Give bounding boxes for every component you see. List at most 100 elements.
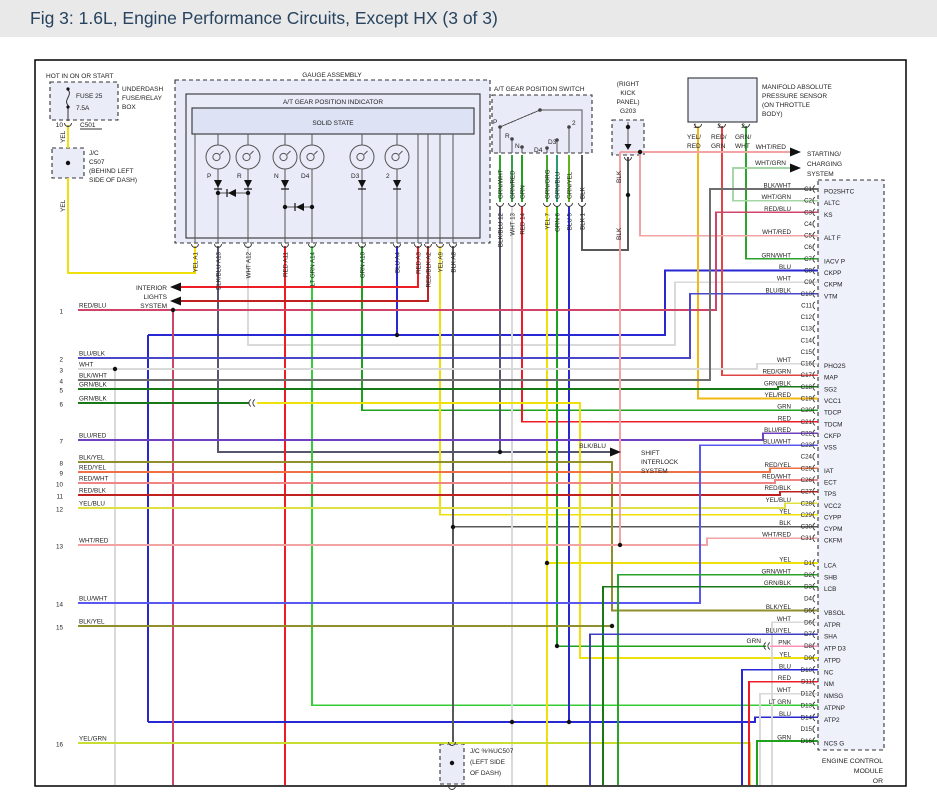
- left-wire-number: 6: [59, 402, 63, 409]
- label: 7.5A: [76, 105, 90, 112]
- junction-dot: [170, 307, 176, 313]
- label: J/C %%UC507: [470, 748, 514, 755]
- lamp-filament-icon: [286, 150, 291, 155]
- ecm-signal-label: ATPR: [824, 622, 841, 629]
- wire-w16-yelgrn: [78, 742, 751, 785]
- ecm-pin-label: C20: [801, 407, 813, 414]
- map-sensor-box: [687, 77, 758, 123]
- ecm-signal-label: ATP D3: [824, 646, 846, 653]
- connector-hook: [812, 654, 816, 662]
- label: GRN/: [735, 134, 751, 141]
- junction-dot: [625, 124, 631, 130]
- connector-hook: [358, 243, 366, 248]
- junction-dot: [544, 560, 550, 566]
- connector-hook: [694, 123, 702, 128]
- junction-dot: [617, 542, 623, 548]
- ecm-wire-label: RED: [778, 675, 792, 682]
- junction-dot: [520, 145, 524, 149]
- left-wire-label: RED/BLU: [79, 303, 107, 310]
- label: J/C: [89, 150, 99, 157]
- ecm-wire-label: RED/YEL: [765, 462, 792, 469]
- ecm-pin-label: D14: [801, 714, 813, 721]
- label: BOX: [122, 104, 136, 111]
- label: SHIFT: [641, 450, 660, 457]
- ecm-signal-label: LCB: [824, 586, 836, 593]
- label: (RIGHT: [617, 81, 639, 88]
- connector-hook: [812, 522, 816, 531]
- ecm-wire-label: RED/BLK: [765, 485, 792, 492]
- ecm-wire-label: WHT: [777, 687, 791, 694]
- junction-dot: [609, 623, 615, 629]
- left-wire-number: 1: [59, 309, 63, 316]
- connector-hook: [763, 642, 767, 650]
- ecm-signal-label: VCC2: [824, 503, 841, 510]
- ecm-wire-label: RED/BLU: [764, 206, 791, 213]
- switch-pin-label: BLK/BLU 12: [498, 212, 505, 247]
- label: 1: [693, 123, 697, 130]
- connector-hook: [624, 156, 632, 161]
- lamp-icon: [299, 144, 325, 170]
- switch-wire-label: GRN/BLU: [555, 171, 562, 199]
- label: BODY): [762, 111, 783, 118]
- junction-dot: [510, 137, 514, 141]
- connector-hook: [812, 559, 816, 567]
- gauge-pin-label: RED A11: [283, 251, 290, 277]
- wire-d11-nm: [748, 680, 818, 785]
- connector-hook: [214, 243, 222, 248]
- connector-hook: [812, 452, 816, 461]
- ecm-pin-label: C18: [801, 384, 813, 391]
- connector-hook: [812, 185, 816, 193]
- label: 2: [741, 123, 745, 130]
- left-wire-number: 2: [59, 357, 63, 364]
- wire-blu-ckpp: [148, 269, 818, 336]
- ecm-signal-label: KS: [824, 212, 833, 219]
- ecm-wire-label: YEL: [779, 508, 791, 515]
- wire-a14-atpnp: [311, 246, 818, 707]
- label: A/T GEAR POSITION SWITCH: [494, 86, 585, 93]
- connector-hook: [393, 243, 401, 248]
- connector-hook: [812, 737, 816, 745]
- gauge-pin-label: BLK/BLU A13: [216, 251, 223, 289]
- connector-hook: [64, 122, 72, 127]
- connector-hook: [543, 202, 551, 207]
- ecm-signal-label: SHB: [824, 574, 837, 581]
- wire-altf-c5: [639, 152, 818, 237]
- left-wire-number: 10: [56, 482, 64, 489]
- ecm-wire-label: GRN/BLK: [764, 380, 792, 387]
- offpage-arrow-icon: [170, 282, 181, 292]
- connector-hook: [812, 511, 816, 519]
- ecm-signal-label: IAT: [824, 468, 834, 475]
- wire-w13-ckfm: [78, 537, 818, 546]
- ecm-wire-label: GRN/WHT: [761, 252, 791, 259]
- wire-d6-atpr: [771, 621, 818, 785]
- diode-icon: [296, 203, 304, 211]
- connector-hook: [812, 476, 816, 484]
- wire-sw-6-grn: [556, 206, 766, 647]
- lamp-filament-icon: [356, 152, 365, 162]
- left-wire-label: GRN/BLK: [79, 382, 107, 389]
- connector-hook: [812, 406, 816, 415]
- connector-hook: [436, 243, 444, 248]
- wire-a9-cypp: [439, 246, 818, 516]
- label: SYSTEM: [641, 468, 668, 475]
- switch-wire-label: GRN/YEL: [567, 171, 574, 199]
- left-wire-label: BLK/YEL: [79, 619, 105, 626]
- label: FUSE 25: [76, 93, 103, 100]
- lamp-label: P: [207, 173, 211, 180]
- connector-hook: [424, 243, 432, 248]
- gear-switch-box: [491, 94, 593, 154]
- gauge-pin-label: YEL A1: [193, 251, 200, 272]
- label: BLK: [616, 170, 623, 183]
- connector-hook: [812, 725, 816, 734]
- ecm-pin-label: C12: [801, 314, 813, 321]
- label: SYSTEM: [140, 303, 167, 310]
- switch-pin-label: RED 14: [520, 212, 527, 234]
- wire-sw-14-tdcm: [521, 206, 818, 423]
- ecm-signal-label: TPS: [824, 491, 836, 498]
- connector-hook: [812, 441, 816, 449]
- ecm-pin-label: C3: [804, 209, 812, 216]
- wire-w3-pho2s: [78, 362, 818, 370]
- ecm-wire-label: GRN/WHT: [761, 568, 791, 575]
- ecm-wire-label: BLU: [779, 663, 791, 670]
- label: (LEFT SIDE: [470, 759, 506, 766]
